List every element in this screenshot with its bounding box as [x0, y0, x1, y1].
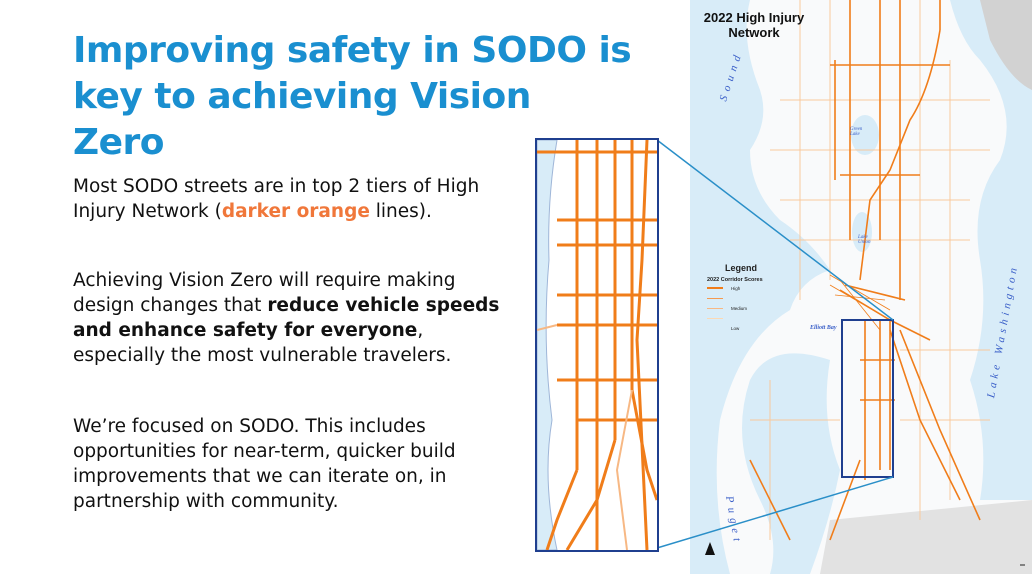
- hin-map: [690, 0, 1032, 574]
- sodo-inset-map: [535, 138, 659, 552]
- legend-item: [707, 293, 763, 303]
- legend-item: Medium: [707, 303, 763, 313]
- map-label-elliott-bay: Elliott Bay: [810, 325, 837, 331]
- legend-item: [707, 313, 763, 323]
- legend-title: Legend: [725, 263, 758, 273]
- map-legend: Legend 2022 Corridor Scores High Medium …: [707, 263, 763, 333]
- text: lines).: [369, 201, 432, 222]
- map-title: 2022 High Injury Network: [703, 10, 805, 40]
- legend-subtitle: 2022 Corridor Scores: [707, 277, 763, 283]
- text: , especially the most vulnerable travele…: [73, 320, 452, 366]
- legend-item: Low: [707, 323, 763, 333]
- paragraph-vision-zero: Achieving Vision Zero will require makin…: [73, 268, 513, 368]
- legend-label: Medium: [731, 305, 748, 311]
- map-label-green-lake: Green Lake: [850, 127, 863, 137]
- legend-item: High: [707, 283, 763, 293]
- slide-title: Improving safety in SODO is key to achie…: [73, 30, 632, 163]
- bold-text: reduce vehicle speeds and enhance safety…: [73, 295, 500, 341]
- north-arrow-icon: [705, 542, 715, 555]
- map-label-lake-union: Lake Union: [858, 235, 871, 245]
- legend-label: Low: [731, 325, 740, 331]
- text: Most SODO streets are in top 2 tiers of …: [73, 176, 480, 222]
- paragraph-hin: Most SODO streets are in top 2 tiers of …: [73, 174, 513, 224]
- text: Achieving Vision Zero will require makin…: [73, 270, 456, 316]
- paragraph-focus: We’re focused on SODO. This includes opp…: [73, 416, 456, 512]
- legend-label: High: [731, 285, 741, 291]
- highlight-text: darker orange: [221, 201, 370, 222]
